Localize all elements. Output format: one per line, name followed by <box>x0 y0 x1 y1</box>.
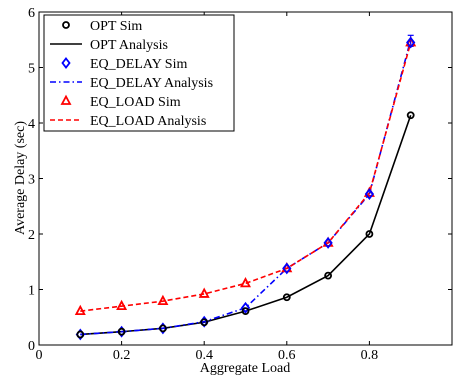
data-point-opt-sim <box>76 330 85 339</box>
data-point-opt-sim <box>365 230 374 238</box>
legend-label-eq-delay-analysis: EQ_DELAY Analysis <box>90 76 213 91</box>
legend-marker-eq-load-sim <box>60 94 72 105</box>
data-point-opt-sim <box>324 271 333 280</box>
data-point-opt-sim <box>117 327 126 336</box>
x-tick-label: 0 <box>36 348 43 363</box>
data-point-eq-delay-sim <box>406 36 416 49</box>
legend: OPT Sim OPT Analysis EQ_DELAY Sim EQ_DELAY … <box>43 14 235 132</box>
data-point-opt-sim <box>406 111 415 120</box>
legend-label-opt-analysis: OPT Analysis <box>90 38 168 53</box>
data-point-eq-delay-sim <box>323 236 333 249</box>
x-tick-label: 0.2 <box>113 348 131 363</box>
legend-label-opt-sim: OPT Sim <box>90 19 142 34</box>
y-tick-label: 5 <box>28 62 35 77</box>
y-axis-label: Average Delay (sec) <box>13 121 28 235</box>
legend-label-eq-load-analysis: EQ_LOAD Analysis <box>90 114 206 129</box>
markers-layer <box>74 36 417 341</box>
data-point-eq-delay-sim <box>240 301 251 314</box>
x-tick-label: 0.6 <box>278 348 296 363</box>
data-point-eq-load-sim <box>198 287 210 298</box>
legend-marker-eq-delay-sim <box>61 57 71 69</box>
x-tick-label: 0.8 <box>361 348 379 363</box>
data-point-eq-load-sim <box>74 304 86 316</box>
data-point-opt-sim <box>241 307 250 316</box>
y-tick-label: 2 <box>28 228 35 243</box>
data-point-eq-load-sim <box>240 276 251 288</box>
y-tick-label: 6 <box>28 6 35 21</box>
legend-label-eq-delay-sim: EQ_DELAY Sim <box>90 57 187 72</box>
data-point-eq-delay-sim <box>364 188 375 201</box>
y-tick-label: 4 <box>28 117 35 132</box>
data-point-eq-delay-sim <box>282 262 292 275</box>
legend-box <box>43 14 235 132</box>
series-line-eq-delay-analysis <box>80 39 412 336</box>
data-point-opt-sim <box>282 293 291 302</box>
y-tick-label: 3 <box>28 173 35 188</box>
legend-marker-opt-sim <box>62 21 70 29</box>
data-point-eq-load-sim <box>157 294 169 306</box>
y-tick-label: 0 <box>28 339 35 354</box>
data-point-opt-sim <box>200 318 209 327</box>
x-axis-label: Aggregate Load <box>200 361 291 376</box>
axis-ticks: 0 0.2 0.4 0.6 0.8 0 1 2 3 4 5 6 <box>28 6 452 363</box>
legend-label-eq-load-sim: EQ_LOAD Sim <box>90 95 181 110</box>
data-point-eq-load-sim <box>116 299 128 311</box>
data-point-opt-sim <box>158 324 167 333</box>
y-tick-label: 1 <box>28 284 35 299</box>
x-tick-label: 0.4 <box>195 348 213 363</box>
